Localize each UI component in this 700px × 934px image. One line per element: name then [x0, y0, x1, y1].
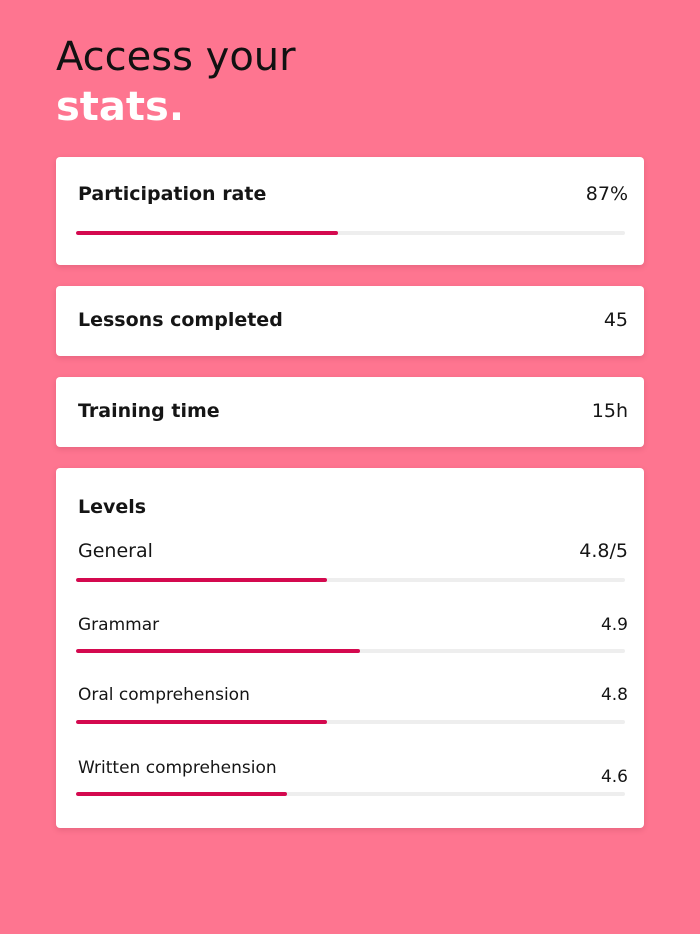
level-grammar-progress-fill — [76, 649, 360, 653]
training-card: Training time 15h — [56, 377, 644, 447]
level-oral-progress-track — [76, 720, 625, 724]
headline-line-2: stats. — [56, 84, 185, 130]
lessons-value: 45 — [603, 309, 628, 331]
training-label: Training time — [78, 400, 220, 422]
level-grammar-label: Grammar — [78, 615, 160, 635]
level-written-row: Written comprehension 4.6 — [78, 758, 628, 787]
level-oral-progress-fill — [76, 720, 327, 724]
participation-card: Participation rate 87% — [56, 157, 644, 265]
participation-progress-track — [76, 231, 625, 235]
training-row: Training time 15h — [78, 400, 628, 422]
level-oral-value: 4.8 — [600, 685, 628, 705]
level-grammar-value: 4.9 — [600, 615, 628, 635]
participation-row: Participation rate 87% — [78, 183, 628, 205]
levels-title: Levels — [78, 496, 147, 518]
lessons-row: Lessons completed 45 — [78, 309, 628, 331]
level-general-progress-fill — [76, 578, 327, 582]
level-general-value: 4.8/5 — [579, 540, 628, 562]
levels-card: Levels General 4.8/5 Grammar 4.9 Oral co… — [56, 468, 644, 828]
lessons-label: Lessons completed — [78, 309, 283, 331]
levels-title-row: Levels — [78, 496, 628, 518]
level-general-progress-track — [76, 578, 625, 582]
participation-value: 87% — [585, 183, 628, 205]
level-written-progress-track — [76, 792, 625, 796]
level-general-label: General — [78, 540, 153, 562]
headline-line-1: Access your — [56, 34, 296, 80]
level-written-value: 4.6 — [600, 767, 628, 787]
level-grammar-row: Grammar 4.9 — [78, 615, 628, 635]
level-grammar-progress-track — [76, 649, 625, 653]
level-oral-row: Oral comprehension 4.8 — [78, 685, 628, 705]
level-written-progress-fill — [76, 792, 288, 796]
participation-label: Participation rate — [78, 183, 267, 205]
page-headline: Access your stats. — [56, 32, 296, 132]
level-written-label: Written comprehension — [78, 758, 277, 778]
participation-progress-fill — [76, 231, 338, 235]
level-general-row: General 4.8/5 — [78, 540, 628, 562]
training-value: 15h — [591, 400, 628, 422]
level-oral-label: Oral comprehension — [78, 685, 250, 705]
lessons-card: Lessons completed 45 — [56, 286, 644, 356]
